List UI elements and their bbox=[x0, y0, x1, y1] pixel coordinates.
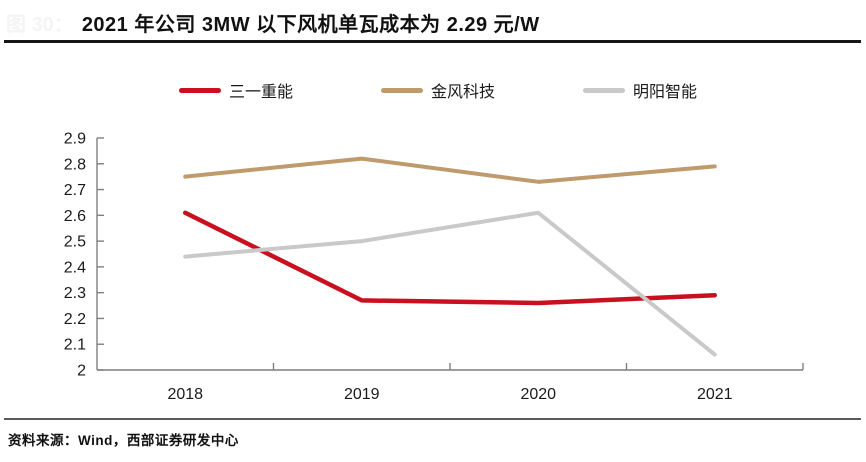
y-tick-label: 2.3 bbox=[64, 285, 86, 302]
legend-label-0: 三一重能 bbox=[228, 84, 293, 101]
title-divider bbox=[4, 40, 861, 43]
legend-swatch-0 bbox=[178, 87, 221, 93]
figure-number-label: 图 30： bbox=[6, 14, 74, 36]
legend-label-1: 金风科技 bbox=[430, 84, 495, 101]
y-tick-label: 2.4 bbox=[64, 259, 86, 276]
legend-item-0: 三一重能 bbox=[178, 78, 293, 102]
y-tick-label: 2.2 bbox=[64, 311, 86, 328]
chart-legend: 三一重能 金风科技 明阳智能 bbox=[10, 78, 866, 102]
footer-divider bbox=[4, 418, 861, 420]
y-tick-label: 2.8 bbox=[64, 156, 86, 173]
series-line-2 bbox=[183, 210, 717, 357]
source-note: 资料来源：Wind，西部证券研发中心 bbox=[8, 433, 239, 448]
legend-item-1: 金风科技 bbox=[380, 78, 495, 102]
legend-label-2: 明阳智能 bbox=[633, 84, 698, 101]
y-tick-label: 2 bbox=[77, 363, 86, 380]
y-tick-label: 2.5 bbox=[64, 234, 86, 251]
figure-header: 图 30： 2021 年公司 3MW 以下风机单瓦成本为 2.29 元/W bbox=[6, 8, 860, 37]
legend-swatch-2 bbox=[583, 87, 625, 93]
x-tick-label: 2021 bbox=[697, 386, 733, 403]
x-tick-label: 2019 bbox=[344, 386, 380, 403]
legend-item-2: 明阳智能 bbox=[583, 78, 697, 102]
y-tick-label: 2.9 bbox=[64, 131, 86, 148]
series-line-1 bbox=[183, 156, 717, 184]
legend-swatch-1 bbox=[380, 87, 423, 93]
y-tick-label: 2.7 bbox=[64, 182, 86, 199]
x-tick-label: 2018 bbox=[167, 386, 203, 403]
x-tick-label: 2020 bbox=[520, 386, 556, 403]
y-tick-label: 2.1 bbox=[64, 337, 86, 354]
chart-title: 2021 年公司 3MW 以下风机单瓦成本为 2.29 元/W bbox=[81, 14, 540, 36]
y-tick-label: 2.6 bbox=[64, 208, 86, 225]
series-line-0 bbox=[183, 210, 717, 306]
